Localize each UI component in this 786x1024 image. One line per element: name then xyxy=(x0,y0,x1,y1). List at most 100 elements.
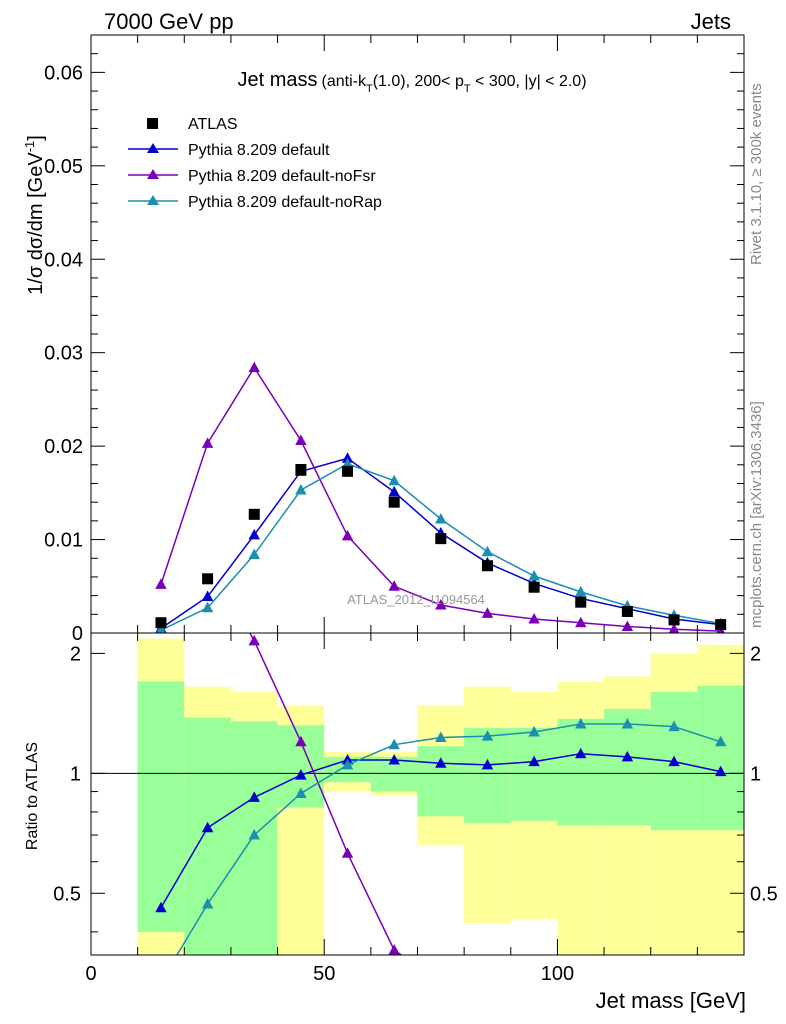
mcplots-label: mcplots.cern.ch [arXiv:1306.3436] xyxy=(748,401,765,628)
ratio-point-0 xyxy=(714,765,727,777)
legend-marker-norap xyxy=(147,195,159,205)
y-tick-label: 0.04 xyxy=(44,249,83,271)
ratio-y-tick-label-right: 1 xyxy=(750,763,761,785)
series-point-1 xyxy=(248,361,260,373)
x-tick-label: 50 xyxy=(313,963,335,985)
header-left: 7000 GeV pp xyxy=(104,9,234,34)
chart-title-sub-d: T xyxy=(464,83,471,95)
chart-title: Jet mass (anti-kT(1.0), 200< pT < 300, |y… xyxy=(237,69,586,95)
chart-title-main: Jet mass xyxy=(237,69,317,91)
ratio-point-1 xyxy=(388,944,400,955)
ratio-point-1 xyxy=(248,634,260,646)
data-point xyxy=(248,508,260,520)
ratio-point-2 xyxy=(621,717,634,729)
inner-uncertainty-band xyxy=(184,717,231,955)
x-tick-label: 0 xyxy=(85,963,96,985)
legend-marker-atlas xyxy=(147,118,158,129)
ratio-y-tick-label-right: 0.5 xyxy=(750,883,778,905)
ratio-point-2 xyxy=(481,730,494,741)
ratio-point-0 xyxy=(155,901,167,913)
ratio-point-0 xyxy=(668,755,680,767)
ratio-point-2 xyxy=(575,717,587,729)
inner-uncertainty-band xyxy=(137,681,185,932)
y-axis-label-main-text: 1/σ dσ/dm [GeV xyxy=(25,152,47,295)
y-tick-label: 0.02 xyxy=(44,436,83,458)
y-axis-label-ratio: Ratio to ATLAS xyxy=(24,742,41,850)
series-point-1 xyxy=(668,623,680,633)
ratio-point-0 xyxy=(621,750,634,762)
ratio-point-0 xyxy=(388,754,400,765)
series-point-2 xyxy=(201,601,214,613)
series-point-1 xyxy=(388,580,400,591)
series-point-1 xyxy=(621,620,634,631)
ratio-y-tick-label: 2 xyxy=(70,643,81,665)
y-axis-label-main-sup: -1 xyxy=(22,141,37,153)
ratio-point-0 xyxy=(248,791,260,802)
data-point xyxy=(481,560,493,572)
inner-uncertainty-band xyxy=(557,718,605,826)
y-tick-label: 0.06 xyxy=(44,62,83,84)
series-point-1 xyxy=(295,434,307,446)
legend-marker-default xyxy=(147,143,159,153)
chart-title-sub-b: T xyxy=(366,83,373,95)
ratio-point-2 xyxy=(388,738,400,750)
series-point-1 xyxy=(528,612,540,624)
legend-label-default: Pythia 8.209 default xyxy=(188,142,330,159)
chart-title-sub-a: (anti-k xyxy=(322,73,367,90)
main-panel: 0 0.01 0.02 0.03 0.04 0.05 0.06 ATLAS_2012_I10… xyxy=(44,34,745,645)
data-point xyxy=(575,596,587,608)
series-point-2 xyxy=(528,570,540,581)
ratio-point-2 xyxy=(714,735,727,747)
header-right: Jets xyxy=(691,9,731,34)
series-point-1 xyxy=(481,607,494,618)
x-axis-label: Jet mass [GeV] xyxy=(596,988,746,1013)
series-point-2 xyxy=(295,484,307,495)
chart-title-sub-e: < 300, |y| < 2.0) xyxy=(471,73,587,90)
ratio-point-0 xyxy=(575,747,587,759)
series-point-2 xyxy=(388,474,400,486)
data-point xyxy=(295,463,307,475)
chart-title-sub-c: (1.0), 200< p xyxy=(373,73,464,90)
legend: ATLAS Pythia 8.209 default Pythia 8.209 … xyxy=(128,116,382,211)
ratio-point-2 xyxy=(248,829,260,840)
ratio-y-tick-label: 0.5 xyxy=(53,883,81,905)
y-tick-label: 0.03 xyxy=(44,343,83,365)
ratio-point-0 xyxy=(435,757,447,768)
ratio-point-1 xyxy=(295,735,307,747)
y-tick-label: 0.01 xyxy=(44,530,83,552)
inner-uncertainty-band xyxy=(697,685,744,831)
data-point xyxy=(435,533,447,545)
series-point-1 xyxy=(341,529,354,541)
series-point-2 xyxy=(481,545,494,557)
ratio-point-2 xyxy=(528,725,540,737)
series-point-2 xyxy=(156,624,166,633)
data-point xyxy=(528,581,540,593)
series-point-2 xyxy=(341,457,354,469)
data-point xyxy=(342,465,354,477)
inner-uncertainty-band xyxy=(464,727,511,824)
data-point xyxy=(202,573,214,585)
series-point-2 xyxy=(575,585,587,597)
ratio-point-2 xyxy=(201,897,214,909)
series-point-0 xyxy=(201,590,214,602)
watermark: ATLAS_2012_I1094564 xyxy=(347,592,485,607)
ratio-point-2 xyxy=(668,720,680,732)
ratio-point-0 xyxy=(481,758,494,770)
ratio-point-1 xyxy=(341,847,354,858)
series-point-0 xyxy=(388,485,400,497)
y-axis-label-main-close: ] xyxy=(25,135,47,141)
series-point-0 xyxy=(341,452,354,463)
ratio-point-2 xyxy=(341,758,354,770)
y-tick-label: 0 xyxy=(72,623,83,645)
legend-label-nofsr: Pythia 8.209 default-noFsr xyxy=(188,168,376,185)
series-point-1 xyxy=(435,598,447,610)
x-tick-label: 100 xyxy=(541,963,574,985)
ratio-y-tick-label: 1 xyxy=(70,763,81,785)
y-axis-label-main: 1/σ dσ/dm [GeV-1] xyxy=(22,135,47,295)
legend-label-norap: Pythia 8.209 default-noRap xyxy=(188,194,382,211)
y-tick-label: 0.05 xyxy=(44,156,83,178)
data-point xyxy=(155,617,167,629)
inner-uncertainty-band xyxy=(417,746,465,817)
series-point-1 xyxy=(575,616,587,628)
data-point xyxy=(668,614,680,626)
